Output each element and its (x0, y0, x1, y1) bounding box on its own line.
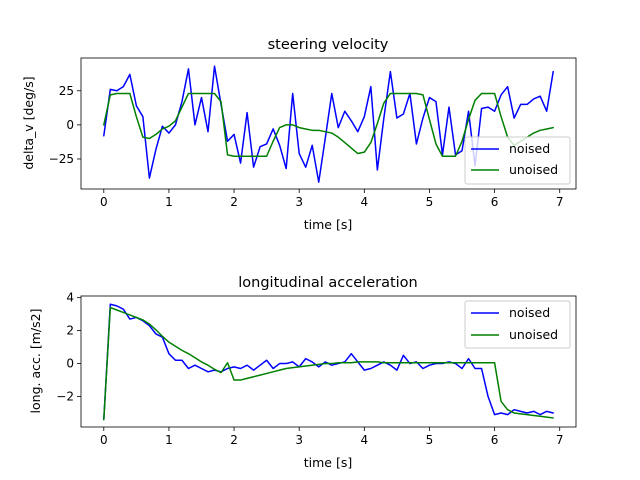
x-tick-label: 2 (230, 195, 238, 209)
x-tick-label: 3 (295, 195, 303, 209)
plot-area (103, 303, 554, 421)
x-tick-label: 4 (361, 433, 369, 447)
y-tick-label: 0 (66, 118, 74, 132)
y-tick-label: 4 (66, 291, 74, 305)
steering-velocity-subplot: steering velocity 0 1 2 3 4 5 6 7 −25 0 25 time [s… (21, 37, 577, 232)
x-tick-label: 0 (100, 195, 108, 209)
x-tick-label: 6 (491, 433, 499, 447)
x-tick-label: 7 (556, 433, 564, 447)
x-tick-label: 7 (556, 195, 564, 209)
legend-label-noised: noised (509, 141, 550, 156)
y-tick-label: −25 (49, 152, 74, 166)
y-tick-label: 25 (59, 84, 74, 98)
x-tick-label: 5 (426, 195, 434, 209)
x-tick-label: 5 (426, 433, 434, 447)
tick-group: 0 1 2 3 4 5 6 7 −2 0 2 4 (56, 291, 563, 447)
x-tick-label: 2 (230, 433, 238, 447)
axes-frame (80, 295, 577, 428)
x-tick-label: 3 (295, 433, 303, 447)
y-axis-label: long. acc. [m/s2] (28, 309, 43, 414)
chart-title: steering velocity (268, 37, 389, 53)
chart-title: longitudinal acceleration (238, 275, 417, 291)
y-axis-label: delta_v [deg/s] (21, 76, 36, 169)
x-tick-label: 6 (491, 195, 499, 209)
y-tick-label: −2 (56, 390, 74, 404)
y-tick-label: 2 (66, 324, 74, 338)
series-line-unoised (103, 306, 554, 421)
y-tick-label: 0 (66, 357, 74, 371)
legend-label-noised: noised (509, 305, 550, 320)
x-tick-label: 1 (165, 433, 173, 447)
x-tick-label: 4 (361, 195, 369, 209)
longitudinal-acceleration-subplot: longitudinal acceleration 0 1 2 3 4 5 6 7−2024 … (28, 275, 577, 470)
legend-label-unoised: unoised (509, 327, 558, 342)
legend: noised unoised (464, 136, 571, 185)
legend-label-unoised: unoised (509, 162, 558, 177)
series-line-unoised (103, 92, 554, 157)
x-tick-label: 0 (100, 433, 108, 447)
x-axis-label: time [s] (304, 455, 352, 470)
axes-frame (80, 57, 577, 190)
legend: noised unoised (464, 300, 571, 349)
x-tick-label: 1 (165, 195, 173, 209)
x-axis-label: time [s] (304, 217, 352, 232)
tick-group: 0 1 2 3 4 5 6 7 −25 0 25 (49, 84, 564, 209)
